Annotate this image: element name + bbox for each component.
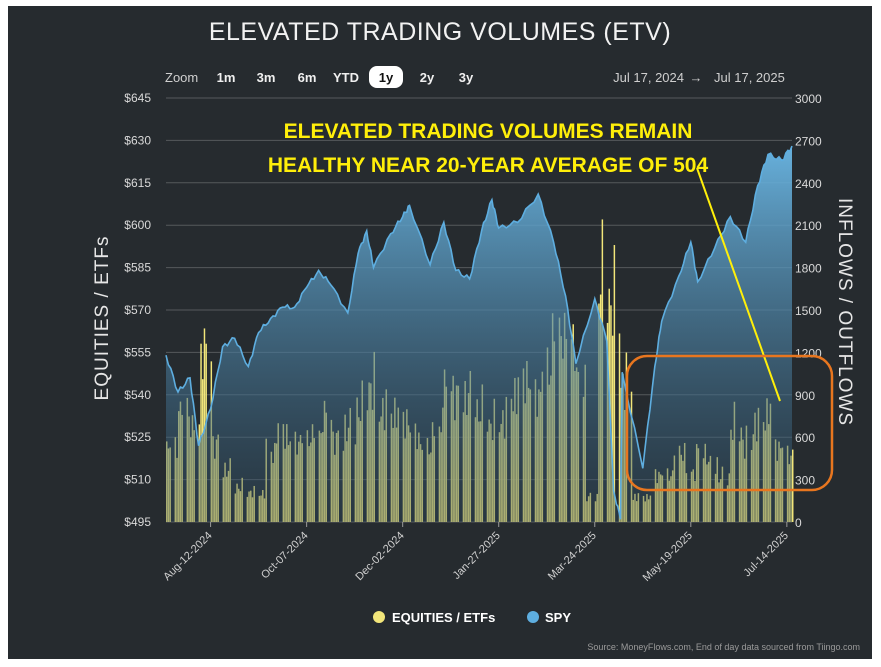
spy-area [165, 145, 793, 522]
equities-bar [792, 449, 794, 522]
zoom-option-2y[interactable]: 2y [420, 70, 435, 85]
y-left-tick-label: $600 [124, 218, 151, 232]
chart-svg: ELEVATED TRADING VOLUMES (ETV) Zoom 1m 3m… [92, 18, 860, 652]
range-from[interactable]: Jul 17, 2024 [613, 70, 684, 85]
y-left-tick-label: $495 [124, 515, 151, 529]
legend-swatch-spy [527, 611, 539, 623]
y-axis-right-title: INFLOWS / OUTFLOWS [834, 198, 855, 426]
y-right-tick-label: 600 [795, 431, 815, 445]
x-tick-label: Oct-07-2024 [259, 530, 311, 582]
zoom-option-label: 3m [257, 70, 276, 85]
chart-frame: ELEVATED TRADING VOLUMES (ETV) Zoom 1m 3m… [8, 6, 872, 659]
highlight-box [625, 354, 834, 492]
zoom-option-3y[interactable]: 3y [459, 70, 474, 85]
x-tick-label: Aug-12-2024 [161, 530, 214, 583]
y-axis-left-title: EQUITIES / ETFs [92, 236, 113, 401]
x-tick-label: Dec-02-2024 [353, 530, 406, 583]
source-note: Source: MoneyFlows.com, End of day data … [587, 642, 860, 652]
date-range: Jul 17, 2024 → Jul 17, 2025 [613, 70, 785, 85]
equities-bar [611, 335, 614, 522]
zoom-option-1m[interactable]: 1m [217, 70, 236, 85]
zoom-option-label: YTD [333, 70, 359, 85]
legend-item-equities[interactable]: EQUITIES / ETFs [373, 610, 495, 625]
zoom-option-3m[interactable]: 3m [257, 70, 276, 85]
legend-item-spy[interactable]: SPY [527, 610, 571, 625]
x-tick-label: Jul-14-2025 [741, 530, 791, 580]
spy-line [165, 145, 793, 520]
legend-label-spy: SPY [545, 610, 571, 625]
zoom-selector: 1m 3m 6m YTD 1y 2y 3y [217, 66, 474, 88]
range-to[interactable]: Jul 17, 2025 [714, 70, 785, 85]
annotation-line-2: HEALTHY NEAR 20-YEAR AVERAGE OF 504 [268, 154, 709, 177]
zoom-option-label: 1m [217, 70, 236, 85]
x-tick-label: Jan-27-2025 [451, 530, 503, 582]
y-left-tick-label: $630 [124, 133, 151, 147]
zoom-option-label: 2y [420, 70, 435, 85]
zoom-option-6m[interactable]: 6m [298, 70, 317, 85]
chart-title: ELEVATED TRADING VOLUMES (ETV) [209, 18, 671, 46]
y-left-tick-label: $615 [124, 176, 151, 190]
x-tick-label: May-19-2025 [641, 530, 695, 584]
x-tick-label: Mar-24-2025 [546, 530, 599, 583]
zoom-option-label: 3y [459, 70, 474, 85]
equities-bar [618, 333, 621, 522]
legend: EQUITIES / ETFs SPY [373, 610, 571, 625]
y-left-tick-label: $555 [124, 345, 151, 359]
y-right-tick-label: 1800 [795, 262, 822, 276]
y-right-tick-label: 1500 [795, 304, 822, 318]
y-left-tick-label: $540 [124, 388, 151, 402]
equities-bar [610, 305, 612, 522]
zoom-option-ytd[interactable]: YTD [333, 70, 359, 85]
y-axis-left-ticks: $645 $630 $615 $600 $585 $570 $555 $540 $525 $510… [124, 91, 151, 529]
equities-bar [613, 245, 616, 522]
zoom-option-bg [369, 66, 403, 88]
legend-swatch-equities [373, 611, 385, 623]
legend-label-equities: EQUITIES / ETFs [392, 610, 495, 625]
y-left-tick-label: $510 [124, 473, 151, 487]
annotation-arrow [696, 167, 781, 402]
y-left-tick-label: $570 [124, 303, 151, 317]
zoom-option-1y[interactable]: 1y [369, 66, 403, 88]
y-left-tick-label: $585 [124, 261, 151, 275]
zoom-option-label: 6m [298, 70, 317, 85]
zoom-option-label: 1y [379, 70, 394, 85]
y-right-tick-label: 2100 [795, 219, 822, 233]
y-right-tick-label: 0 [795, 516, 802, 530]
equities-bar [203, 328, 206, 522]
y-right-tick-label: 900 [795, 389, 815, 403]
y-right-tick-label: 2400 [795, 177, 822, 191]
spy-area-fill [166, 146, 792, 522]
zoom-label: Zoom [165, 70, 198, 85]
y-right-tick-label: 2700 [795, 134, 822, 148]
y-right-tick-label: 3000 [795, 92, 822, 106]
y-right-tick-label: 1200 [795, 346, 822, 360]
y-left-tick-label: $525 [124, 430, 151, 444]
x-axis-ticks: Aug-12-2024 Oct-07-2024 Dec-02-2024 Jan-27-… [161, 522, 791, 584]
range-arrow-icon: → [690, 70, 703, 85]
y-left-tick-label: $645 [124, 91, 151, 105]
y-right-tick-label: 300 [795, 474, 815, 488]
equities-bar [200, 343, 202, 522]
annotation-line-1: ELEVATED TRADING VOLUMES REMAIN [284, 120, 693, 143]
